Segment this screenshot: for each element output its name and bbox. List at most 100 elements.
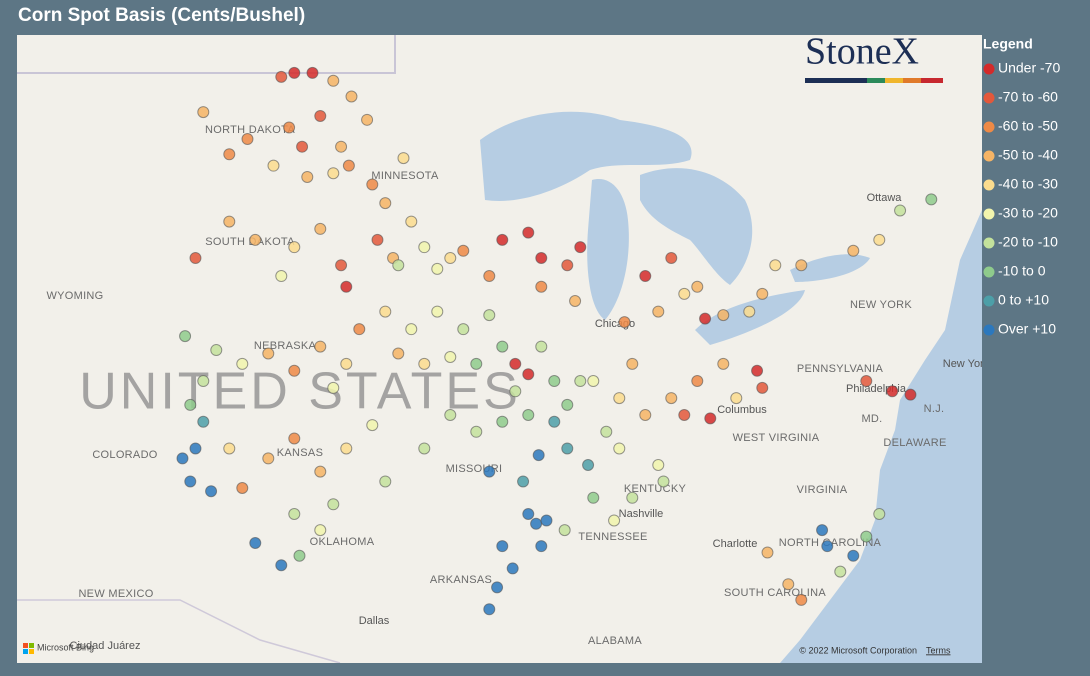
basis-point xyxy=(795,593,808,606)
basis-point xyxy=(418,442,431,455)
basis-point xyxy=(535,540,548,553)
terms-link[interactable]: Terms xyxy=(926,645,951,655)
lake xyxy=(480,111,692,201)
basis-point xyxy=(288,66,301,79)
basis-point xyxy=(665,252,678,265)
basis-point xyxy=(540,514,553,527)
basis-point xyxy=(699,312,712,325)
basis-point xyxy=(613,442,626,455)
basis-point xyxy=(249,536,262,549)
basis-point xyxy=(379,475,392,488)
state-label: NEW MEXICO xyxy=(78,588,153,600)
border xyxy=(17,599,341,663)
city-label: Columbus xyxy=(717,404,767,416)
basis-point xyxy=(873,508,886,521)
basis-point xyxy=(522,508,535,521)
basis-point xyxy=(262,452,275,465)
basis-point xyxy=(587,375,600,388)
basis-point xyxy=(236,482,249,495)
basis-point xyxy=(361,113,374,126)
state-label: ALABAMA xyxy=(588,635,642,647)
basis-point xyxy=(582,459,595,472)
basis-point xyxy=(483,270,496,283)
basis-point xyxy=(379,197,392,210)
basis-point xyxy=(223,442,236,455)
basis-point xyxy=(613,392,626,405)
basis-point xyxy=(743,305,756,318)
basis-point xyxy=(639,408,652,421)
basis-point xyxy=(756,287,769,300)
border xyxy=(17,35,396,74)
basis-point xyxy=(314,109,327,122)
basis-point xyxy=(340,442,353,455)
basis-point xyxy=(587,491,600,504)
basis-point xyxy=(431,262,444,275)
basis-point xyxy=(327,74,340,87)
basis-point xyxy=(751,364,764,377)
basis-point xyxy=(730,392,743,405)
city-label: Ciudad Juárez xyxy=(70,640,141,652)
state-label: PENNSYLVANIA xyxy=(797,363,884,375)
basis-point xyxy=(314,340,327,353)
legend-label: Over +10 xyxy=(998,321,1056,337)
legend-label: -30 to -20 xyxy=(998,205,1058,221)
state-label: OKLAHOMA xyxy=(310,536,375,548)
basis-point xyxy=(522,226,535,239)
state-label: DELAWARE xyxy=(883,437,946,449)
basis-point xyxy=(288,508,301,521)
basis-point xyxy=(509,385,522,398)
basis-point xyxy=(608,514,621,527)
basis-point xyxy=(444,408,457,421)
basis-point xyxy=(522,408,535,421)
copyright: © 2022 Microsoft Corporation xyxy=(799,645,917,655)
state-label: SOUTH CAROLINA xyxy=(724,587,826,599)
basis-point xyxy=(335,140,348,153)
basis-point xyxy=(405,323,418,336)
basis-point xyxy=(431,305,444,318)
state-label: WYOMING xyxy=(46,290,103,302)
city-label: Ottawa xyxy=(867,192,903,204)
city-label: Charlotte xyxy=(713,538,758,550)
basis-point xyxy=(717,309,730,322)
basis-point xyxy=(327,381,340,394)
lake xyxy=(790,254,870,282)
legend-label: -60 to -50 xyxy=(998,118,1058,134)
legend-swatch xyxy=(983,179,995,191)
legend-label: Under -70 xyxy=(998,60,1060,76)
basis-point xyxy=(691,280,704,293)
basis-point xyxy=(293,549,306,562)
logo: StoneX xyxy=(805,35,943,83)
basis-point xyxy=(483,309,496,322)
state-label: VIRGINIA xyxy=(797,484,848,496)
basis-point xyxy=(847,244,860,257)
basis-point xyxy=(340,357,353,370)
basis-point xyxy=(353,323,366,336)
legend-swatch xyxy=(983,324,995,336)
basis-point xyxy=(894,204,907,217)
state-label: COLORADO xyxy=(92,449,157,461)
basis-point xyxy=(574,375,587,388)
basis-point xyxy=(821,540,834,553)
basis-point xyxy=(288,432,301,445)
basis-point xyxy=(457,323,470,336)
basis-point xyxy=(189,442,202,455)
state-label: ARKANSAS xyxy=(430,574,492,586)
state-label: NEBRASKA xyxy=(254,340,317,352)
basis-point xyxy=(626,491,639,504)
basis-point xyxy=(491,581,504,594)
basis-point xyxy=(561,259,574,272)
basis-point xyxy=(847,549,860,562)
lake xyxy=(640,168,753,285)
lake xyxy=(587,179,629,320)
state-label: MINNESOTA xyxy=(371,170,439,182)
basis-point xyxy=(301,170,314,183)
basis-point xyxy=(569,294,582,307)
legend-label: -50 to -40 xyxy=(998,147,1058,163)
basis-point xyxy=(535,252,548,265)
basis-point xyxy=(483,603,496,616)
basis-point xyxy=(197,415,210,428)
basis-point xyxy=(496,340,509,353)
basis-point xyxy=(267,159,280,172)
city-label: Dallas xyxy=(359,615,390,627)
